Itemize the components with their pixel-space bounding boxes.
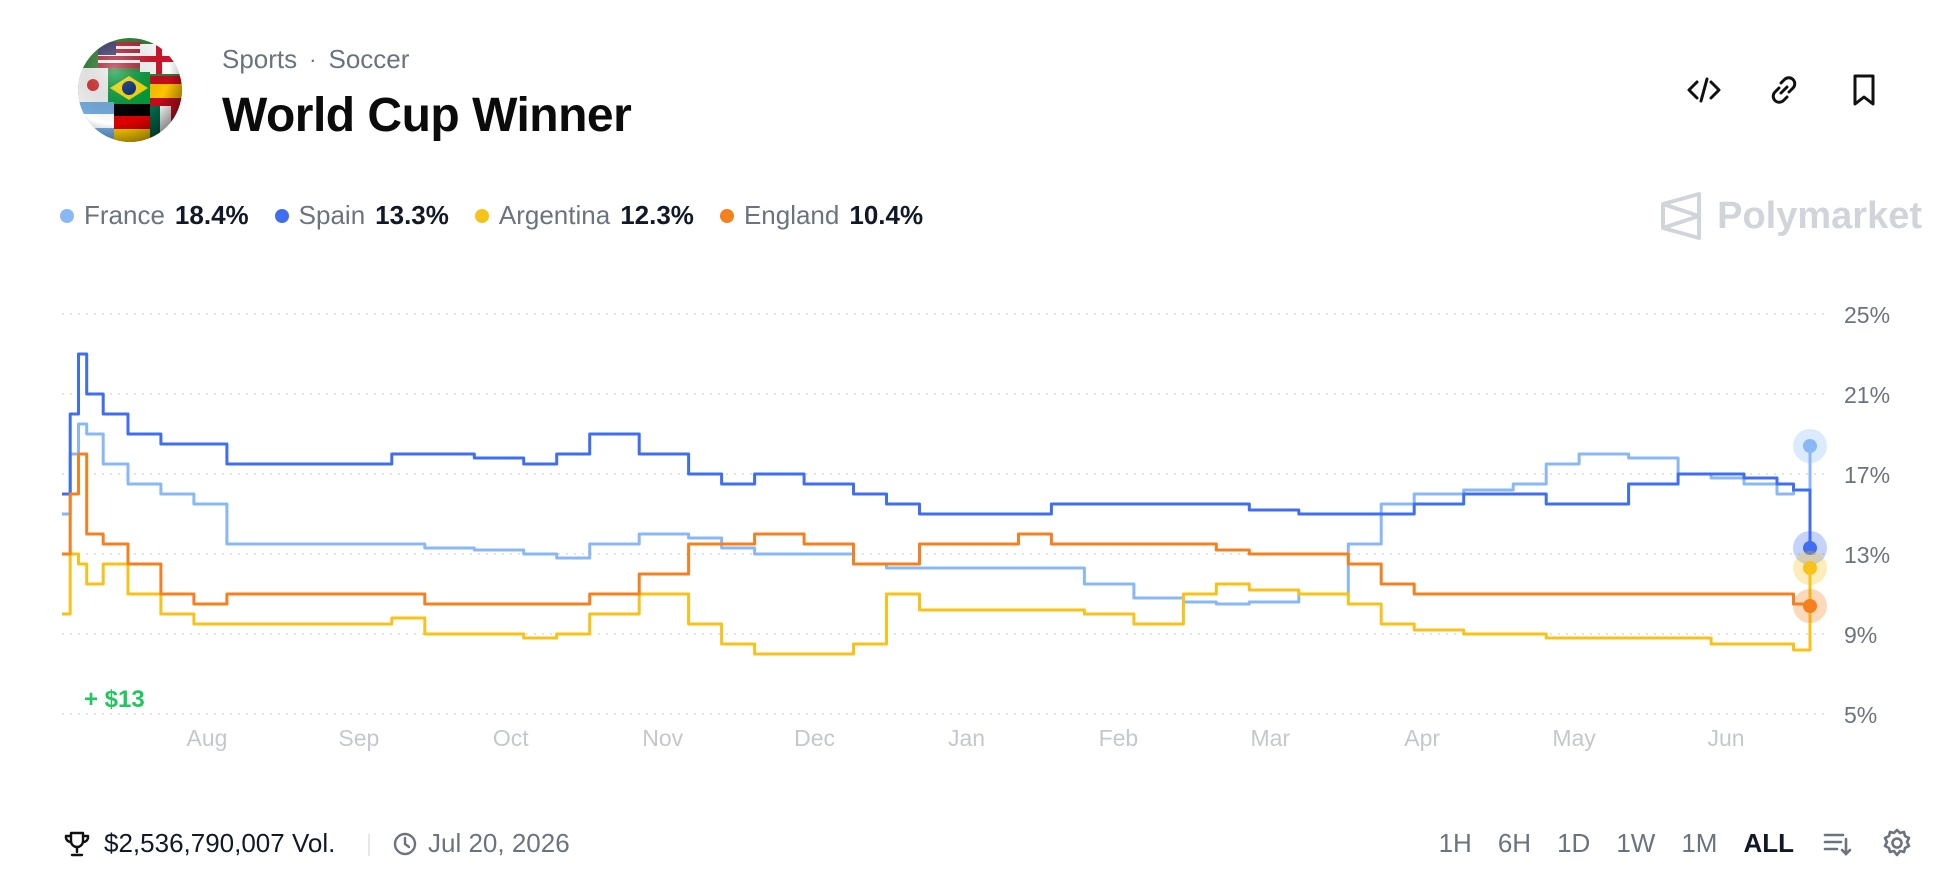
x-tick-label: Jun — [1707, 725, 1744, 751]
x-tick-label: May — [1552, 725, 1596, 751]
embed-icon — [1687, 77, 1721, 103]
range-1d[interactable]: 1D — [1557, 827, 1591, 858]
gear-icon — [1883, 828, 1911, 857]
range-1h[interactable]: 1H — [1438, 827, 1472, 858]
endpoint-dot-spain — [1803, 541, 1817, 555]
y-tick-label: 9% — [1844, 622, 1877, 648]
legend-name: France — [84, 200, 165, 230]
market-avatar — [78, 38, 182, 142]
series-line-argentina — [62, 552, 1812, 656]
end-date-value: Jul 20, 2026 — [428, 828, 570, 858]
series-endpoints — [1793, 429, 1827, 623]
chart-legend: France 18.4% Spain 13.3% Argentina 12.3%… — [60, 200, 923, 231]
y-axis: 25% 21% 17% 13% 9% 5% — [1844, 302, 1890, 728]
brand-name: Polymarket — [1717, 194, 1922, 237]
legend-item-england: England 10.4% — [719, 200, 924, 231]
page-title: World Cup Winner — [222, 89, 632, 142]
x-tick-label: Feb — [1099, 725, 1139, 751]
x-axis: Aug Sep Oct Nov Dec Jan Feb Mar Apr May Jun — [187, 725, 1745, 751]
y-tick-label: 25% — [1844, 302, 1890, 328]
range-all[interactable]: ALL — [1743, 827, 1794, 858]
breadcrumb-separator: · — [309, 46, 317, 72]
volume: $2,536,790,007 Vol. — [62, 828, 335, 859]
time-range-selector: 1H 6H 1D 1W 1M ALL — [1439, 826, 1914, 860]
footer-divider — [368, 834, 370, 856]
legend-item-argentina: Argentina 12.3% — [474, 200, 694, 231]
range-1m[interactable]: 1M — [1681, 827, 1718, 858]
x-tick-label: Apr — [1404, 725, 1440, 751]
legend-pct: 12.3% — [620, 200, 694, 230]
x-tick-label: Sep — [338, 725, 379, 751]
legend-dot — [474, 208, 489, 223]
endpoint-dot-argentina — [1803, 561, 1817, 575]
legend-dot — [719, 208, 734, 223]
bookmark-icon — [1853, 74, 1875, 106]
legend-item-france: France 18.4% — [60, 200, 249, 231]
y-tick-label: 5% — [1844, 702, 1877, 728]
embed-button[interactable] — [1684, 70, 1724, 110]
market-header: Sports · Soccer World Cup Winner — [0, 0, 1954, 170]
polymarket-logo: Polymarket — [1659, 192, 1922, 240]
endpoint-dot-france — [1803, 439, 1817, 453]
clock-icon — [393, 832, 417, 855]
chart-settings-button[interactable] — [1880, 826, 1914, 860]
legend-pct: 13.3% — [375, 200, 449, 230]
range-6h[interactable]: 6H — [1497, 827, 1532, 858]
endpoint-dot-england — [1803, 599, 1817, 613]
legend-name: England — [743, 200, 840, 230]
x-tick-label: Oct — [493, 725, 529, 751]
y-tick-label: 21% — [1844, 382, 1890, 408]
series-line-france — [62, 422, 1812, 606]
list-filter-icon — [1823, 833, 1852, 856]
price-chart[interactable]: 25% 21% 17% 13% 9% 5% Aug Sep Oct Nov Dec Jan Feb Ma… — [0, 280, 1954, 770]
trophy-icon — [64, 831, 90, 856]
copy-link-button[interactable] — [1764, 70, 1804, 110]
legend-pct: 10.4% — [849, 200, 924, 230]
polymarket-icon — [1661, 192, 1702, 240]
x-tick-label: Aug — [187, 725, 228, 751]
x-tick-label: Nov — [642, 725, 683, 751]
end-date: Jul 20, 2026 — [392, 828, 570, 859]
chart-footer: $2,536,790,007 Vol. Jul 20, 2026 1H 6H 1… — [0, 820, 1954, 870]
legend-name: Spain — [298, 200, 366, 230]
bookmark-button[interactable] — [1844, 70, 1884, 110]
range-1w[interactable]: 1W — [1616, 827, 1656, 858]
volume-value: $2,536,790,007 Vol. — [104, 828, 336, 858]
chart-series — [62, 352, 1812, 656]
x-tick-label: Jan — [948, 725, 985, 751]
x-tick-label: Mar — [1250, 725, 1290, 751]
legend-pct: 18.4% — [174, 200, 249, 230]
legend-dot — [60, 208, 74, 223]
breadcrumb: Sports · Soccer — [222, 44, 409, 75]
legend-dot — [274, 208, 289, 223]
breadcrumb-sports[interactable]: Sports — [222, 44, 298, 74]
series-line-england — [62, 452, 1812, 606]
chart-type-button[interactable] — [1820, 826, 1854, 860]
legend-item-spain: Spain 13.3% — [274, 200, 449, 231]
y-tick-label: 13% — [1844, 542, 1890, 568]
series-line-spain — [62, 352, 1812, 548]
y-tick-label: 17% — [1844, 462, 1890, 488]
breadcrumb-soccer[interactable]: Soccer — [328, 44, 410, 74]
link-icon — [1771, 76, 1797, 104]
pnl-label: + $13 — [84, 686, 145, 713]
legend-name: Argentina — [498, 200, 611, 230]
x-tick-label: Dec — [794, 725, 835, 751]
header-actions — [1684, 70, 1884, 110]
